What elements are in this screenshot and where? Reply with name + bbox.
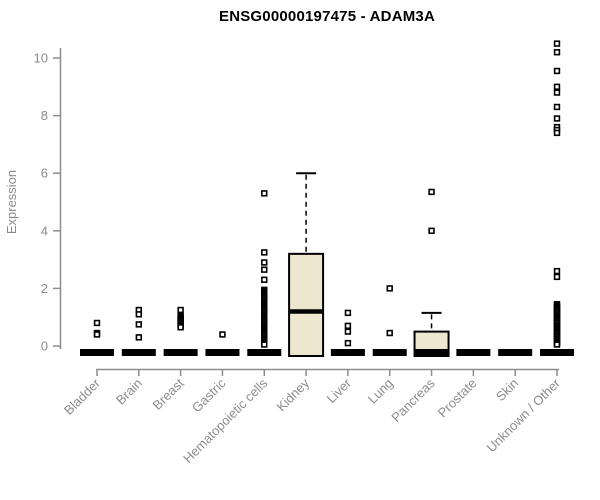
y-tick-label: 0 (41, 339, 48, 354)
collapsed-box-skin (498, 349, 533, 356)
outlier-point-unknown-other (553, 273, 561, 281)
y-tick-label: 6 (41, 166, 48, 181)
collapsed-box-breast (163, 349, 198, 356)
outlier-point-liver (344, 322, 352, 330)
x-tick-label-lung: Lung (365, 376, 396, 407)
median-line-pancreas (414, 349, 449, 356)
outlier-point-unknown-other (553, 83, 561, 91)
outlier-point-bladder (93, 319, 101, 327)
outlier-point-unknown-other (553, 341, 561, 348)
collapsed-box-lung (372, 349, 407, 356)
outlier-point-unknown-other (553, 89, 561, 96)
x-tick-label-brain: Brain (113, 376, 145, 408)
y-tick-label: 10 (34, 51, 48, 66)
outlier-point-brain (135, 311, 143, 318)
x-tick-label-bladder: Bladder (61, 375, 104, 418)
outlier-point-gastric (219, 331, 226, 338)
y-axis-title: Expression (4, 170, 19, 234)
x-tick-label-prostate: Prostate (435, 376, 480, 421)
outlier-point-liver (344, 309, 352, 317)
outlier-point-unknown-other (553, 40, 561, 47)
outlier-point-unknown-other (553, 103, 561, 111)
x-tick-label-pancreas: Pancreas (388, 375, 438, 425)
y-tick-label: 2 (41, 281, 48, 296)
collapsed-box-liver (330, 349, 365, 356)
chart-title: ENSG00000197475 - ADAM3A (218, 8, 436, 25)
outlier-point-hematopoietic-cells (261, 341, 268, 348)
y-tick-label: 4 (41, 223, 48, 238)
outlier-point-unknown-other (553, 49, 561, 56)
outlier-point-unknown-other (553, 267, 561, 275)
collapsed-box-gastric (205, 349, 240, 356)
outlier-point-lung (386, 285, 393, 292)
y-tick-label: 8 (41, 108, 48, 123)
collapsed-box-brain (121, 349, 156, 356)
outlier-point-bladder (93, 331, 101, 338)
x-tick-label-unknown-other: Unknown / Other (484, 375, 564, 455)
outlier-point-brain (135, 334, 143, 341)
collapsed-box-prostate (456, 349, 491, 356)
x-tick-label-kidney: Kidney (273, 375, 312, 414)
outlier-point-hematopoietic-cells (261, 266, 268, 273)
outlier-point-hematopoietic-cells (261, 190, 268, 197)
collapsed-box-unknown-other (540, 349, 574, 356)
outlier-point-liver (344, 328, 352, 335)
x-tick-label-liver: Liver (323, 375, 354, 406)
outlier-point-hematopoietic-cells (261, 259, 268, 266)
outlier-point-breast (177, 306, 184, 314)
outlier-point-unknown-other (553, 129, 561, 137)
outlier-point-hematopoietic-cells (261, 276, 268, 283)
outlier-point-unknown-other (553, 67, 561, 75)
outlier-point-breast (177, 324, 184, 331)
x-tick-label-breast: Breast (150, 375, 187, 412)
outlier-point-pancreas (428, 188, 435, 196)
outlier-point-brain (135, 321, 143, 328)
collapsed-box-bladder (80, 349, 114, 356)
outlier-point-hematopoietic-cells (261, 249, 268, 256)
outlier-point-lung (386, 329, 393, 337)
outlier-point-liver (344, 339, 352, 347)
outlier-point-pancreas (428, 227, 435, 234)
x-tick-label-skin: Skin (493, 376, 521, 404)
x-tick-label-gastric: Gastric (189, 375, 229, 415)
collapsed-box-hematopoietic-cells (247, 349, 282, 356)
box-kidney (288, 252, 325, 357)
outlier-point-unknown-other (553, 115, 561, 122)
